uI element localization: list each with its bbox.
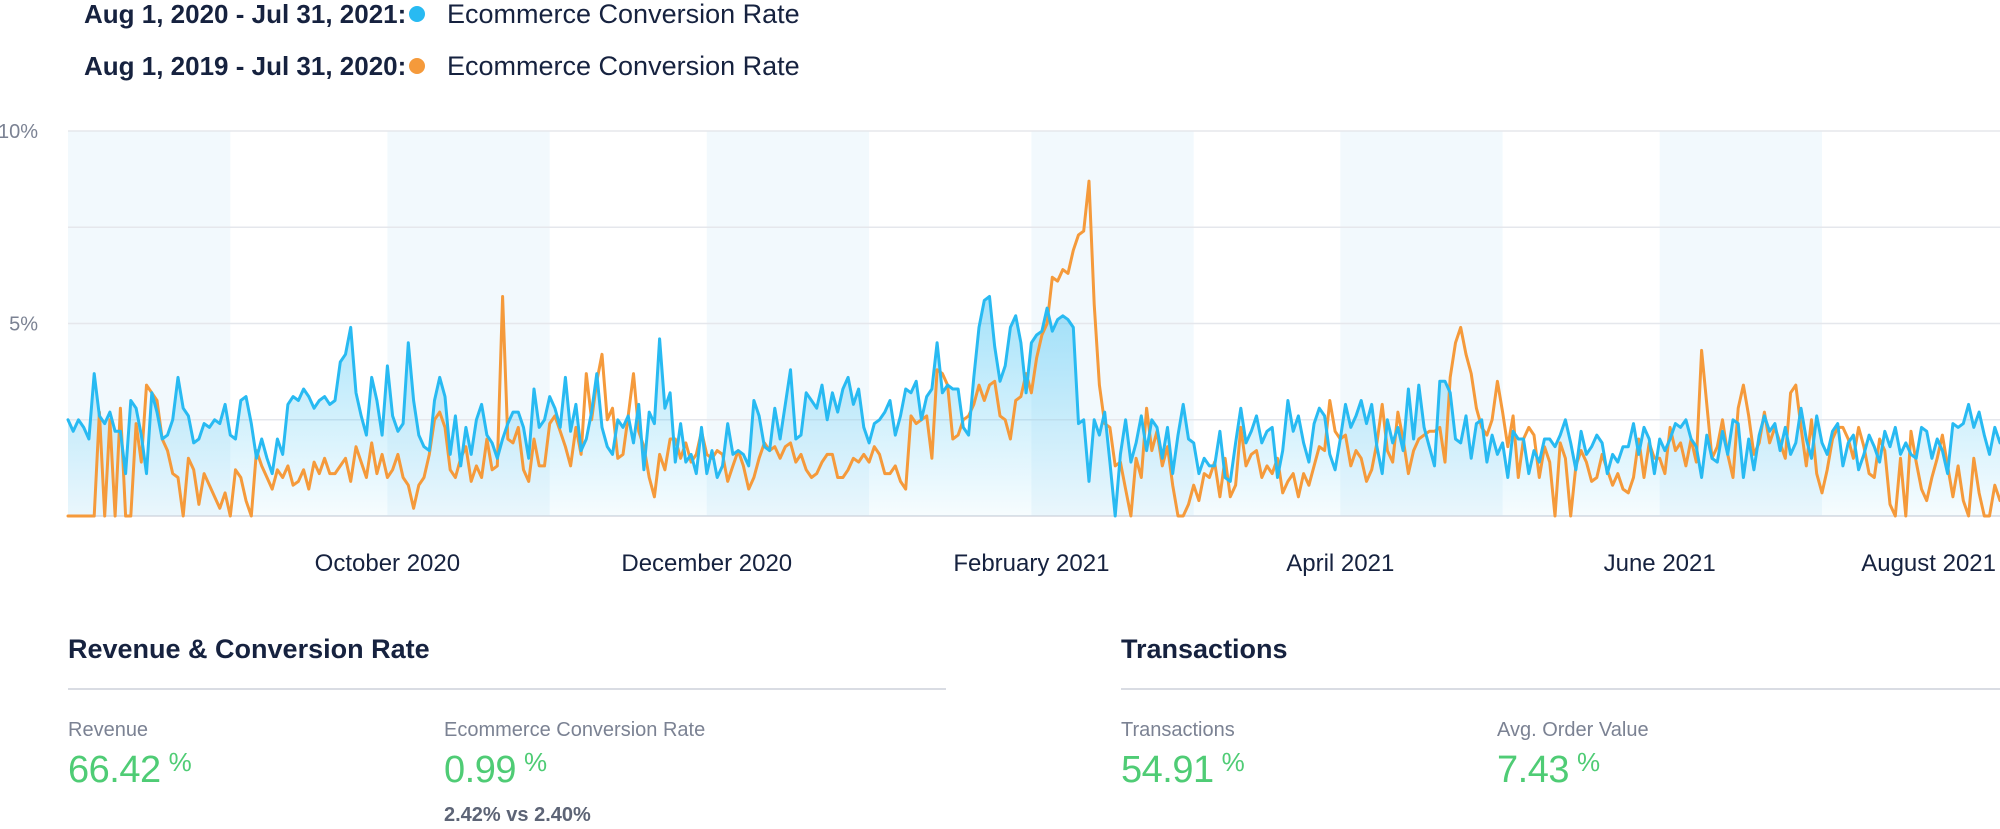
x-tick-label: August 2021 <box>1861 550 1996 577</box>
legend-current-series: Ecommerce Conversion Rate <box>447 0 800 29</box>
transactions-value-unit: % <box>1221 747 1245 777</box>
revenue-value-unit: % <box>168 747 192 777</box>
x-axis-labels: October 2020 December 2020 February 2021 Ap… <box>315 550 1996 577</box>
legend-current-dot-icon <box>409 6 425 22</box>
x-tick-label: June 2021 <box>1604 550 1716 577</box>
legend-current-period: Aug 1, 2020 - Jul 31, 2021: <box>84 0 407 29</box>
revenue-label: Revenue <box>68 719 149 741</box>
transactions-section-divider <box>1121 688 2000 690</box>
legend-previous-period: Aug 1, 2019 - Jul 31, 2020: <box>84 50 407 81</box>
y-tick-label: 10% <box>0 121 38 143</box>
revenue-section-title: Revenue & Conversion Rate <box>68 634 430 664</box>
previous-series-line <box>66 179 2000 518</box>
avg-order-value-value: 7.43% <box>1497 747 1600 792</box>
revenue-value-number: 66.42 <box>68 749 161 791</box>
conversion-rate-label: Ecommerce Conversion Rate <box>444 719 706 741</box>
x-tick-label: April 2021 <box>1286 550 1394 577</box>
conversion-rate-comparison: 2.42% vs 2.40% <box>444 804 591 826</box>
transactions-label: Transactions <box>1121 719 1235 741</box>
x-tick-label: October 2020 <box>315 550 460 577</box>
current-series-line <box>66 295 2000 518</box>
revenue-section-divider <box>68 688 946 690</box>
x-tick-label: December 2020 <box>621 550 792 577</box>
conversion-rate-chart[interactable]: 10% 5% October 2020 December 2020 February … <box>0 0 2000 600</box>
conversion-rate-value-number: 0.99 <box>444 749 516 791</box>
legend-current[interactable]: Aug 1, 2020 - Jul 31, 2021: Ecommerce Co… <box>84 0 800 31</box>
conversion-rate-value-unit: % <box>523 747 547 777</box>
transactions-value: 54.91% <box>1121 747 1245 792</box>
revenue-value: 66.42% <box>68 747 192 792</box>
conversion-rate-value: 0.99% <box>444 747 547 792</box>
avg-order-value-unit: % <box>1576 747 1600 777</box>
legend-previous-series: Ecommerce Conversion Rate <box>447 50 800 81</box>
x-tick-label: February 2021 <box>953 550 1109 577</box>
transactions-section-title: Transactions <box>1121 634 1288 664</box>
y-axis-labels: 10% 5% <box>0 121 38 336</box>
avg-order-value-number: 7.43 <box>1497 749 1569 791</box>
legend-previous-dot-icon <box>409 58 425 74</box>
legend-previous[interactable]: Aug 1, 2019 - Jul 31, 2020: Ecommerce Co… <box>84 49 800 83</box>
transactions-value-number: 54.91 <box>1121 749 1214 791</box>
avg-order-value-label: Avg. Order Value <box>1497 719 1649 741</box>
y-tick-label: 5% <box>9 314 38 336</box>
series-lines <box>66 179 2000 518</box>
